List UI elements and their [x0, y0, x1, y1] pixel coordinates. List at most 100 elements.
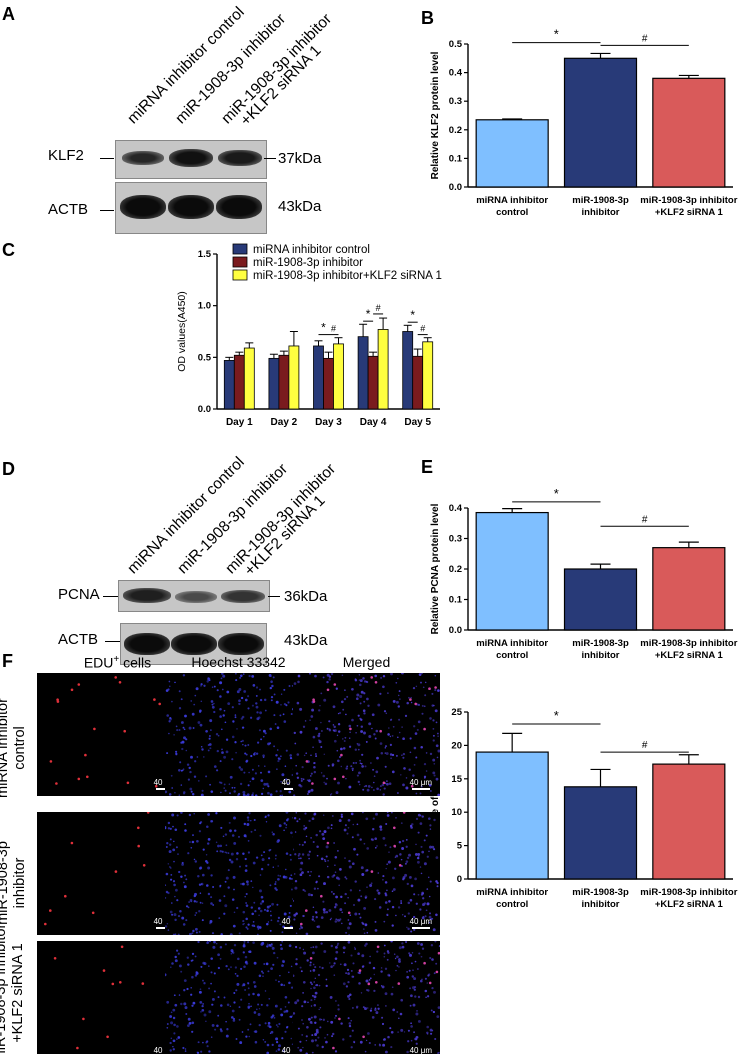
category-label: control — [496, 207, 528, 218]
y-tick-label: 20 — [451, 740, 462, 751]
chart-e: 0.0 0.1 0.2 0.3 0.4 Relative PCNA protein lev… — [430, 486, 738, 661]
scale-bar-label: 40 μm — [281, 1046, 304, 1054]
y-tick-label: 0 — [457, 874, 462, 885]
significance-mark: # — [642, 514, 648, 525]
y-tick-label: 1.0 — [198, 301, 211, 312]
panel-label-c: C — [2, 240, 15, 260]
kda-label: 43kDa — [278, 198, 322, 215]
bar — [412, 355, 424, 410]
significance-mark: * — [366, 307, 371, 321]
significance-mark: # — [642, 33, 648, 44]
category-label: Day 3 — [315, 417, 342, 428]
scale-bar-label: 40 μm — [409, 917, 432, 926]
bar — [357, 336, 369, 410]
scale-bar: 40 μm — [154, 778, 176, 790]
category-label: miR-1908-3p — [572, 195, 629, 206]
category-label: Day 4 — [360, 417, 387, 428]
scale-bar: 40 μm — [282, 1046, 304, 1054]
significance-mark: # — [420, 324, 425, 334]
y-axis-label: OD values(A450) — [176, 291, 188, 372]
scale-bar-label: 40 μm — [409, 778, 432, 787]
y-tick-label: 5 — [457, 841, 463, 852]
bar — [563, 568, 638, 631]
merged-image: 40 μm — [293, 673, 440, 796]
scale-bar-label: 40 μm — [153, 917, 176, 926]
legend-swatch — [232, 243, 248, 255]
bar — [288, 345, 300, 410]
category-label: miR-1908-3p inhibitor — [640, 195, 737, 206]
significance-mark: * — [410, 308, 415, 322]
bar — [652, 763, 726, 880]
significance-mark: * — [554, 708, 559, 723]
cell-dots — [53, 945, 184, 1050]
y-tick-label: 15 — [451, 774, 462, 785]
category-label: miRNA inhibitor — [476, 195, 548, 206]
tick-mark — [105, 641, 120, 642]
bar — [233, 354, 245, 410]
cell-dots — [293, 812, 439, 935]
y-tick-label: 1.5 — [198, 249, 212, 260]
y-tick-label: 0.5 — [449, 39, 463, 50]
scale-bar-line — [155, 788, 174, 790]
significance-mark: * — [321, 321, 326, 335]
blot-row-label: ACTB — [48, 201, 89, 218]
category-label: inhibitor — [582, 899, 620, 910]
cell-dots — [293, 941, 440, 1054]
legend-label: miRNA inhibitor control — [253, 244, 370, 256]
y-tick-label: 25 — [451, 707, 462, 718]
significance-mark: # — [376, 303, 381, 313]
column-header: Merged — [342, 654, 391, 670]
bar — [377, 329, 389, 410]
kda-label: 37kDa — [278, 150, 322, 167]
category-label: +KLF2 siRNA 1 — [655, 650, 724, 661]
y-tick-label: 0.0 — [198, 404, 211, 415]
y-tick-label: 0.0 — [449, 625, 462, 636]
scale-bar-label: 40 μm — [409, 1046, 432, 1054]
blot-row-label: KLF2 — [48, 147, 84, 164]
merged-image: 40 μm — [293, 941, 440, 1054]
tick-mark — [103, 596, 118, 597]
bar — [367, 355, 379, 410]
bar — [563, 57, 638, 188]
edu-image: 40 μm — [37, 673, 184, 796]
category-label: miRNA inhibitor — [476, 638, 548, 649]
bar — [333, 343, 344, 410]
chart-c: 0.0 0.5 1.0 1.5 OD values(A450) Day 1 Day 2 Day… — [176, 243, 442, 428]
y-tick-label: 0.1 — [449, 153, 463, 164]
y-tick-label: 0.0 — [449, 182, 462, 193]
bar — [422, 341, 434, 410]
bar — [243, 347, 255, 410]
tick-mark — [264, 158, 276, 159]
bar — [278, 354, 290, 410]
y-tick-label: 0.3 — [449, 534, 462, 545]
category-label: inhibitor — [582, 650, 620, 661]
y-tick-label: 0.2 — [449, 564, 462, 575]
legend-swatch — [232, 269, 248, 281]
category-label: miR-1908-3p — [572, 887, 629, 898]
scale-bar-line — [155, 927, 174, 929]
bar — [223, 360, 235, 410]
scale-bar-label: 40 μm — [153, 778, 176, 787]
significance-mark: * — [554, 28, 559, 42]
scale-bar-line — [411, 788, 430, 790]
scale-bar: 40 μm — [410, 917, 432, 929]
column-header: EDU+ cells — [83, 654, 152, 671]
tick-mark — [268, 596, 280, 597]
category-label: miRNA inhibitor — [476, 887, 548, 898]
significance-mark: # — [642, 740, 648, 751]
significance-mark: # — [331, 324, 336, 334]
scale-bar-label: 40 μm — [281, 778, 304, 787]
cell-dots — [165, 941, 312, 1054]
y-tick-label: 0.4 — [449, 68, 463, 79]
bar — [475, 751, 549, 880]
tick-mark — [100, 210, 114, 211]
scale-bar: 40 μm — [282, 778, 304, 790]
kda-label: 36kDa — [284, 588, 328, 605]
scale-bar: 40 μm — [154, 917, 176, 929]
panel-label-e: E — [421, 457, 434, 477]
edu-image: 40 μm — [37, 812, 184, 935]
bar — [475, 119, 549, 188]
edu-image: 40 μm — [37, 941, 184, 1054]
merged-image: 40 μm — [293, 812, 440, 935]
bar — [402, 331, 414, 410]
